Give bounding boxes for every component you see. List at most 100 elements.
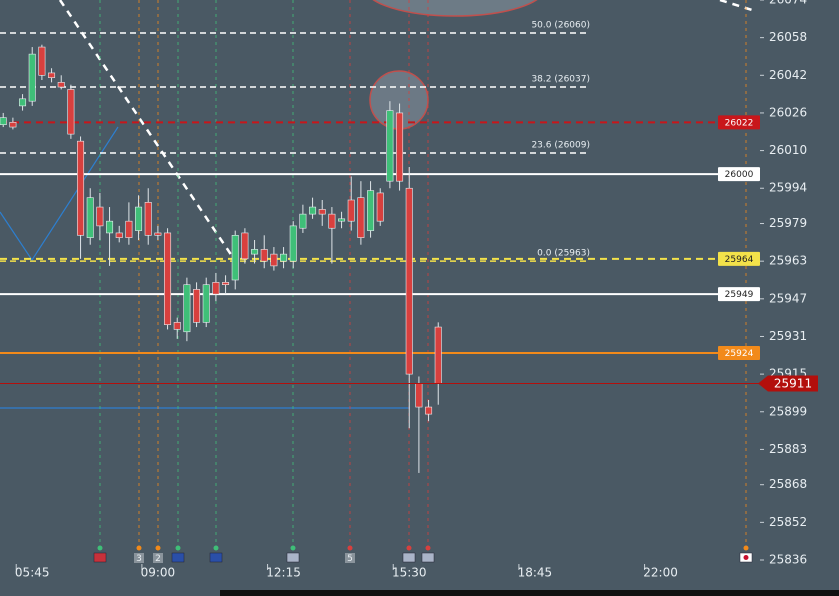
fib-label: 0.0 (25963) xyxy=(537,249,590,259)
event-dot xyxy=(290,545,296,551)
flag-icon xyxy=(93,552,107,563)
price-tag xyxy=(718,167,760,182)
y-tick-label: 26026 xyxy=(769,105,807,119)
candle-body xyxy=(154,232,162,236)
event-dot xyxy=(425,545,431,551)
x-tick-label: 22:00 xyxy=(643,566,678,580)
flag-icon xyxy=(209,552,223,563)
candle-body xyxy=(86,197,94,238)
candle-body xyxy=(173,322,181,330)
event-badge xyxy=(153,553,163,563)
candle-body xyxy=(338,218,346,222)
event-dot xyxy=(155,545,161,551)
candle-body xyxy=(19,98,27,107)
candle-body xyxy=(434,326,442,384)
y-tick-label: 25899 xyxy=(769,404,807,418)
y-tick-label: 26042 xyxy=(769,68,807,82)
y-tick-label: 26058 xyxy=(769,30,807,44)
candle-body xyxy=(241,232,249,260)
candle-body xyxy=(260,249,268,262)
y-tick-label: 25979 xyxy=(769,216,807,230)
candle-body xyxy=(347,199,355,222)
candle-body xyxy=(77,140,85,236)
price-tag-label: 25949 xyxy=(725,290,754,300)
y-tick-label: 25947 xyxy=(769,291,807,305)
y-tick-label: 25868 xyxy=(769,477,807,491)
candle-body xyxy=(251,249,259,255)
candle-body xyxy=(96,206,104,227)
candle-body xyxy=(106,220,114,234)
x-tick-label: 15:30 xyxy=(392,566,427,580)
candle-body xyxy=(425,406,433,415)
x-tick-label: 09:00 xyxy=(141,566,176,580)
y-tick-label: 25836 xyxy=(769,553,807,567)
candle-body xyxy=(38,46,46,76)
candle-body xyxy=(376,192,384,222)
candle-body xyxy=(212,282,220,295)
event-badge-label: 2 xyxy=(155,554,161,564)
event-dot xyxy=(213,545,219,551)
candle-body xyxy=(193,289,201,323)
candle-body xyxy=(270,253,278,267)
trend-line xyxy=(0,126,119,262)
candle-body xyxy=(386,110,394,182)
flag-icon xyxy=(743,555,749,560)
event-dot xyxy=(136,545,142,551)
candle-body xyxy=(415,383,423,408)
candle-body xyxy=(57,82,65,88)
candle-body xyxy=(144,202,152,236)
y-tick-label: 25883 xyxy=(769,442,807,456)
candle-body xyxy=(164,232,172,326)
y-tick-label: 25852 xyxy=(769,515,807,529)
candle-body xyxy=(396,112,404,182)
price-tag-label: 26022 xyxy=(725,118,754,128)
price-tag xyxy=(718,287,760,302)
y-tick-label: 25963 xyxy=(769,254,807,268)
candle-body xyxy=(280,253,288,262)
candle-body xyxy=(318,209,326,215)
candle-body xyxy=(299,213,307,229)
candle-body xyxy=(67,89,75,135)
current-price-label: 25911 xyxy=(774,377,812,391)
x-tick-label: 05:45 xyxy=(15,566,50,580)
event-dot xyxy=(347,545,353,551)
candle-body xyxy=(202,284,210,323)
candle-body xyxy=(357,197,365,238)
fib-label: 50.0 (26060) xyxy=(531,20,590,30)
x-tick-label: 18:45 xyxy=(518,566,553,580)
event-badge-label: 3 xyxy=(136,554,142,564)
event-dot xyxy=(97,545,103,551)
x-tick-label: 12:15 xyxy=(266,566,301,580)
price-tag-label: 25924 xyxy=(725,349,754,359)
trend-line xyxy=(719,0,753,12)
candle-body xyxy=(28,53,36,102)
candle-body xyxy=(115,232,123,238)
price-tag xyxy=(718,345,760,360)
candle-body xyxy=(125,220,133,238)
flag-icon xyxy=(286,552,300,563)
candle-body xyxy=(289,225,297,262)
event-dot xyxy=(175,545,181,551)
y-tick-label: 26074 xyxy=(769,0,807,7)
event-badge xyxy=(345,553,355,563)
circle-drawing xyxy=(372,0,538,17)
price-tag xyxy=(718,251,760,266)
flag-icon xyxy=(402,552,416,563)
event-dot xyxy=(406,545,412,551)
event-dot xyxy=(743,545,749,551)
drawings xyxy=(0,0,753,409)
candle-body xyxy=(222,282,230,286)
events: 3 2 5 xyxy=(93,0,753,564)
event-badge xyxy=(134,553,144,563)
price-tag-label: 25964 xyxy=(725,255,754,265)
current-price-tag xyxy=(758,375,818,392)
y-tick-label: 25931 xyxy=(769,329,807,343)
y-tick-label: 25994 xyxy=(769,181,807,195)
price-tag xyxy=(718,115,760,130)
candle-body xyxy=(405,187,413,375)
candle-body xyxy=(183,284,191,333)
bottom-bar xyxy=(220,590,839,596)
candle-body xyxy=(309,206,317,215)
